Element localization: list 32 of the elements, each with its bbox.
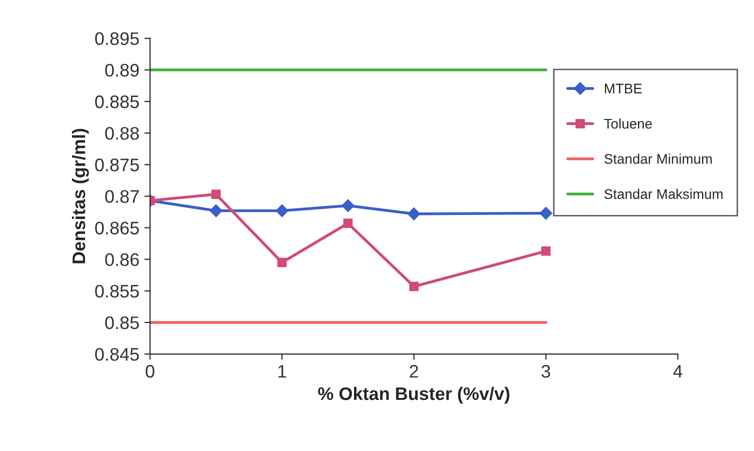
legend-label: Standar Maksimum — [604, 188, 723, 199]
y-tick-label: 0.855 — [95, 284, 139, 298]
legend-label: MTBE — [604, 84, 642, 94]
x-tick-label: 2 — [410, 364, 418, 378]
x-tick-label: 1 — [278, 365, 286, 378]
x-axis-title: % Oktan Buster (%v/v) — [318, 386, 510, 404]
y-axis-title: Densitas (gr/ml) — [72, 128, 89, 264]
x-tick-label: 0 — [146, 364, 154, 378]
y-tick-label: 0.89 — [105, 64, 139, 77]
y-tick-label: 0.895 — [95, 32, 139, 46]
y-tick-label: 0.885 — [95, 95, 139, 108]
point — [539, 206, 552, 220]
y-tick-label: 0.87 — [105, 190, 139, 203]
x-tick-label: 4 — [673, 365, 682, 378]
y-tick-label: 0.875 — [95, 158, 139, 172]
point — [343, 218, 353, 228]
y-tick-label: 0.88 — [105, 126, 139, 140]
y-tick-label: 0.865 — [95, 222, 139, 234]
y-tick-label: 0.845 — [95, 348, 139, 361]
legend-label: Toluene — [604, 118, 652, 129]
point — [277, 258, 287, 268]
point — [211, 190, 221, 199]
point — [342, 199, 354, 212]
point — [210, 204, 222, 218]
point — [276, 204, 288, 218]
point — [408, 207, 420, 220]
point — [409, 282, 419, 292]
point — [541, 246, 551, 256]
x-tick-label: 3 — [542, 364, 550, 378]
y-tick-label: 0.85 — [105, 316, 139, 330]
legend-label: Standar Minimum — [604, 154, 712, 164]
y-tick-label: 0.86 — [105, 253, 139, 266]
